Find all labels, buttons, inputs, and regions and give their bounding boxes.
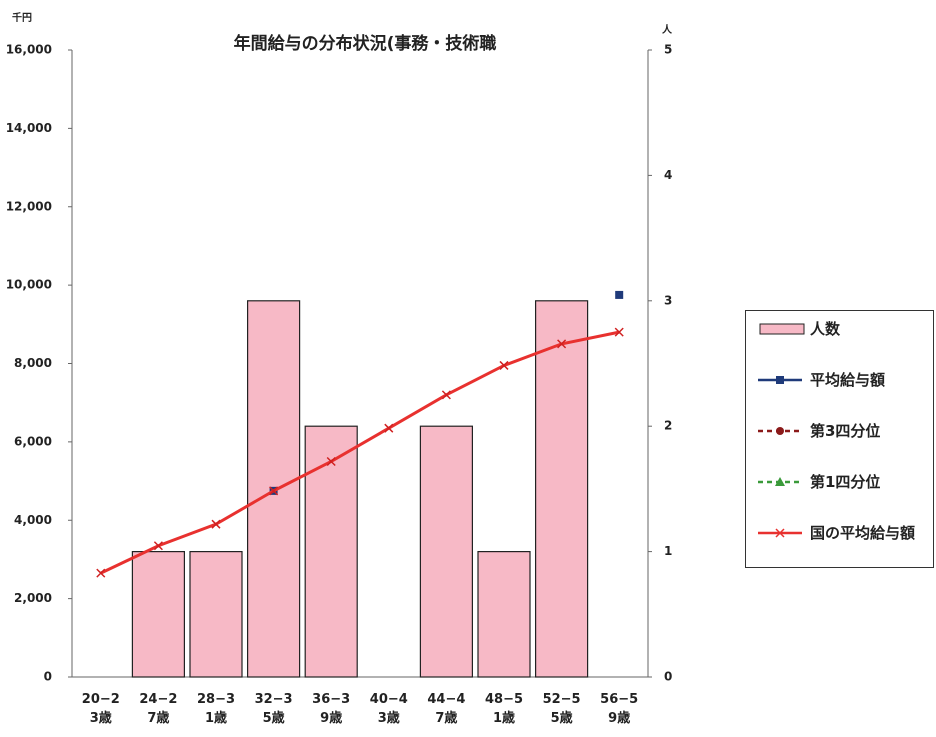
x-tick-label: 44−47歳 [427,692,466,726]
x-tick-label: 28−31歳 [196,692,236,726]
x-tick-label: 48−51歳 [484,692,524,726]
y-tick-label: 0 [44,670,52,684]
bar [189,550,243,678]
y-tick-label: 16,000 [6,43,52,57]
legend-item: 平均給与額 [752,370,927,421]
y-tick-label: 14,000 [6,121,52,135]
marker [776,427,784,435]
x-tick-label: 52−55歳 [542,692,581,726]
marker [775,528,785,538]
marker [776,376,784,384]
marker [441,390,451,400]
marker [775,477,785,486]
marker [269,486,279,496]
marker [211,519,221,529]
marker [615,290,624,299]
y-tick-label: 4,000 [14,513,52,527]
y2-tick-label: 3 [664,293,672,307]
legend-swatch [758,376,802,384]
marker [557,339,567,349]
x-tick-label: 32−35歳 [254,692,293,726]
y-tick-label: 2,000 [14,591,52,605]
legend-swatch [758,427,802,435]
x-tick-label: 36−39歳 [312,692,351,726]
y2-tick-label: 2 [664,419,672,433]
y-tick-label: 8,000 [14,356,52,370]
line [100,330,620,575]
y2-tick-label: 5 [664,43,672,57]
legend-swatch [758,528,802,538]
x-tick-label: 40−43歳 [369,692,408,726]
x-tick-label: 56−59歳 [600,692,639,726]
y2-unit: 人 [662,23,673,36]
x-tick-label: 20−23歳 [81,692,120,726]
y2-tick-label: 4 [664,168,672,182]
legend: 人数平均給与額第3四分位第1四分位国の平均給与額 [745,310,934,568]
marker [96,568,106,578]
legend-item: 第3四分位 [752,421,927,472]
bar [419,425,473,678]
bar [477,550,531,678]
y-unit: 千円 [12,11,32,24]
legend-label: 第3四分位 [810,422,881,440]
bar [304,425,358,678]
y-tick-label: 6,000 [14,434,52,448]
legend-item: 国の平均給与額 [752,523,927,574]
legend-swatch [759,323,805,335]
legend-item: 人数 [752,319,927,370]
y-tick-label: 10,000 [6,278,52,292]
marker [614,327,624,337]
x-tick-label: 24−27歳 [139,692,178,726]
y2-tick-label: 1 [664,544,672,558]
marker [384,423,394,433]
legend-swatch [758,477,802,486]
bar [131,550,185,678]
marker [326,456,336,466]
legend-label: 平均給与額 [810,371,886,389]
bar [534,300,589,678]
y2-tick-label: 0 [664,670,672,684]
marker [153,541,163,551]
legend-label: 国の平均給与額 [810,524,916,542]
legend-label: 第1四分位 [810,473,881,491]
legend-item: 第1四分位 [752,472,927,523]
marker [499,360,509,370]
y-tick-label: 12,000 [6,199,52,213]
legend-label: 人数 [810,320,841,338]
swatch [759,323,805,335]
chart-title: 年間給与の分布状況(事務・技術職 [234,33,497,54]
